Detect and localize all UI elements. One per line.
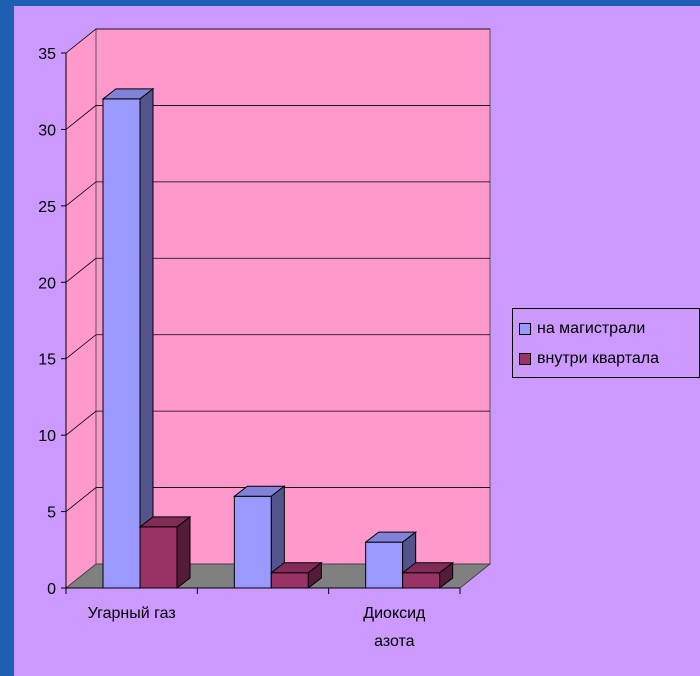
gridline-5 (65, 487, 490, 512)
legend-item-series-1: на магистрали (519, 318, 645, 340)
legend-item-series-2: внутри квартала (519, 348, 659, 370)
y-tick-label-35: 35 (38, 46, 56, 63)
x-axis-labels: Угарный газ Диоксид азота (65, 588, 461, 650)
bar-side-0-0 (139, 87, 154, 590)
bar-0-0 (101, 87, 155, 590)
legend-label-series-2: внутри квартала (537, 350, 659, 367)
bar-side-1-2 (439, 561, 454, 590)
y-tick-label-30: 30 (38, 122, 56, 139)
y-tick-label-0: 0 (47, 581, 56, 598)
bar-front-0-2 (365, 541, 404, 589)
gridline-35 (65, 28, 490, 54)
bar-front-0-0 (102, 98, 141, 589)
x-label-2-0: Диоксид (363, 605, 426, 622)
gridline-10 (65, 410, 490, 436)
bar-1-2 (401, 561, 455, 590)
gridline-20 (65, 257, 490, 283)
side-wall (65, 28, 97, 589)
y-tick-label-25: 25 (38, 199, 56, 216)
bar-1-1 (269, 561, 323, 590)
legend-swatch-series-1 (519, 323, 531, 335)
gridline-30 (65, 105, 490, 130)
bar-front-1-0 (139, 526, 178, 589)
bar-front-1-2 (402, 572, 441, 589)
legend-label-series-1: на магистрали (537, 320, 646, 337)
bar-1-0 (138, 515, 192, 590)
y-tick-label-5: 5 (47, 505, 56, 522)
bar-side-1-1 (307, 561, 322, 590)
legend-swatch-series-2 (519, 353, 531, 365)
gridline-15 (65, 334, 490, 360)
gridlines (65, 28, 490, 512)
y-tick-label-15: 15 (38, 352, 56, 369)
x-label-0-0: Угарный газ (88, 605, 176, 622)
bar-front-0-1 (233, 495, 272, 589)
bar-front-1-1 (270, 572, 309, 589)
bar-0-1 (232, 485, 286, 590)
x-label-2-1: азота (374, 633, 415, 650)
legend: на магистрали внутри квартала (512, 308, 700, 378)
y-tick-label-10: 10 (38, 428, 56, 445)
y-tick-label-20: 20 (38, 275, 56, 292)
bars (101, 87, 455, 590)
y-axis: 0 5 10 15 20 25 30 35 (38, 46, 460, 598)
gridline-25 (65, 181, 490, 207)
bar-side-1-0 (176, 515, 191, 590)
back-wall (95, 28, 491, 565)
